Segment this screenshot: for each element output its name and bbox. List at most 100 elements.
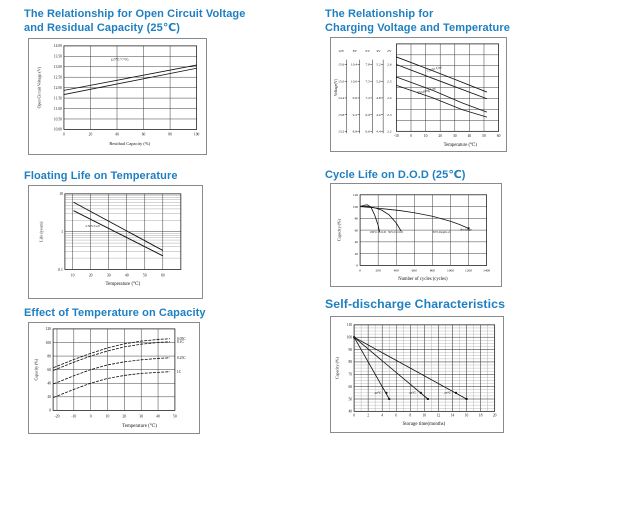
svg-text:12.50: 12.50 — [54, 75, 62, 79]
svg-text:30: 30 — [139, 414, 143, 418]
svg-text:40: 40 — [125, 273, 129, 277]
svg-text:40℃: 40℃ — [375, 391, 382, 395]
svg-text:6V: 6V — [366, 49, 371, 53]
svg-text:40: 40 — [349, 410, 353, 414]
svg-text:Temperature (℃): Temperature (℃) — [444, 142, 478, 148]
svg-text:2.2: 2.2 — [387, 130, 392, 134]
svg-text:10.4: 10.4 — [351, 63, 357, 67]
title-line: Self-discharge Characteristics — [325, 297, 506, 311]
svg-text:50: 50 — [173, 414, 177, 418]
svg-text:200: 200 — [376, 268, 382, 272]
charging-voltage-chart-svg: Cycle Use Floating Use -10 0 10 20 30 40 50 60 Tem… — [333, 43, 501, 148]
svg-text:100: 100 — [46, 341, 52, 345]
svg-text:9.2: 9.2 — [353, 113, 358, 117]
svg-text:5.0: 5.0 — [376, 79, 381, 83]
title-line: Floating Life on Temperature — [24, 170, 178, 182]
svg-text:70: 70 — [349, 373, 353, 377]
svg-text:15.6: 15.6 — [338, 63, 344, 67]
svg-text:2.3: 2.3 — [387, 113, 392, 117]
svg-text:6.6: 6.6 — [365, 130, 370, 134]
svg-text:Temperature (℃): Temperature (℃) — [106, 281, 141, 287]
title-line: Effect of Temperature on Capacity — [24, 307, 206, 319]
svg-text:20: 20 — [89, 132, 93, 136]
svg-text:12: 12 — [437, 413, 441, 417]
svg-text:30% Depth of: 30% Depth of — [433, 230, 451, 234]
title-charging-voltage: The Relationship for Charging Voltage an… — [325, 7, 510, 35]
svg-text:800: 800 — [430, 268, 436, 272]
svg-text:20: 20 — [438, 134, 442, 138]
svg-text:0: 0 — [49, 409, 51, 413]
chart-floating-life: 2.30V/Cell 10 20 30 40 50 60 0.1 1 10 Temperature … — [28, 185, 203, 299]
svg-text:120: 120 — [353, 193, 359, 197]
svg-text:50: 50 — [482, 134, 486, 138]
svg-text:100: 100 — [347, 335, 353, 339]
svg-text:20: 20 — [355, 252, 359, 256]
chart-charging-voltage: Cycle Use Floating Use -10 0 10 20 30 40 50 60 Tem… — [330, 37, 507, 152]
svg-text:12V: 12V — [338, 49, 345, 53]
svg-text:15.0: 15.0 — [338, 79, 344, 83]
svg-text:7.5: 7.5 — [365, 79, 370, 83]
chart-open-circuit-voltage: (25℃/77°F) 0 20 40 60 80 100 10.00 10.50 11.00 11.… — [28, 38, 207, 155]
svg-text:90: 90 — [349, 348, 353, 352]
svg-text:0: 0 — [359, 268, 361, 272]
svg-text:5.2: 5.2 — [376, 63, 381, 67]
svg-text:discharge: discharge — [460, 228, 473, 232]
title-line: Cycle Life on D.O.D (25℃) — [325, 169, 466, 181]
svg-text:80: 80 — [168, 132, 172, 136]
svg-text:80: 80 — [349, 360, 353, 364]
svg-text:Number of cycles (cycles): Number of cycles (cycles) — [398, 277, 448, 282]
chart-temperature-capacity: -20 -10 0 10 20 30 40 50 0 20 40 60 80 100 120 Temperat… — [28, 322, 200, 434]
svg-text:50: 50 — [143, 273, 147, 277]
svg-text:0: 0 — [63, 132, 65, 136]
title-line: The Relationship for — [325, 8, 434, 20]
svg-text:1000: 1000 — [447, 268, 454, 272]
svg-text:100: 100 — [194, 132, 200, 136]
svg-text:4V: 4V — [376, 49, 381, 53]
svg-text:13.50: 13.50 — [54, 55, 62, 59]
title-line: The Relationship for Open Circuit Voltag… — [24, 8, 246, 20]
svg-text:Floating Use: Floating Use — [417, 86, 437, 95]
svg-text:10: 10 — [424, 134, 428, 138]
svg-text:0: 0 — [353, 413, 355, 417]
svg-text:0: 0 — [356, 264, 358, 268]
title-line: Charging Voltage and Temperature — [325, 22, 510, 34]
svg-text:0: 0 — [410, 134, 412, 138]
svg-text:4.6: 4.6 — [376, 113, 381, 117]
floating-life-chart-svg: 2.30V/Cell 10 20 30 40 50 60 0.1 1 10 Temperature … — [38, 192, 182, 287]
svg-text:10.0: 10.0 — [351, 79, 357, 83]
title-temperature-capacity: Effect of Temperature on Capacity — [24, 306, 206, 320]
title-cycle-life: Cycle Life on D.O.D (25℃) — [325, 168, 466, 182]
svg-text:11.00: 11.00 — [54, 107, 62, 111]
svg-text:Residual Capacity (%): Residual Capacity (%) — [109, 141, 150, 146]
svg-text:14.00: 14.00 — [54, 44, 62, 48]
svg-text:Temperature (℃): Temperature (℃) — [122, 423, 157, 429]
svg-text:0.1: 0.1 — [58, 268, 63, 272]
svg-text:20: 20 — [122, 414, 126, 418]
chart-cycle-life: 100% D.O.D 50% D.O.D 30% Depth of discharge… — [330, 183, 502, 287]
svg-text:2V: 2V — [387, 49, 392, 53]
svg-text:80: 80 — [355, 217, 359, 221]
svg-text:Storage time(months): Storage time(months) — [403, 422, 446, 427]
svg-text:400: 400 — [394, 268, 400, 272]
svg-text:600: 600 — [412, 268, 418, 272]
open-circuit-voltage-chart-svg: (25℃/77°F) 0 20 40 60 80 100 10.00 10.50 11.00 11.… — [36, 44, 200, 146]
svg-text:Life (years): Life (years) — [38, 221, 43, 242]
svg-text:40: 40 — [355, 240, 359, 244]
svg-text:Capacity (%): Capacity (%) — [33, 358, 38, 380]
svg-text:13.2: 13.2 — [338, 130, 344, 134]
svg-text:50: 50 — [349, 397, 353, 401]
svg-text:100% D.O.D: 100% D.O.D — [370, 230, 387, 234]
svg-text:40: 40 — [468, 134, 472, 138]
svg-text:2.5: 2.5 — [387, 79, 392, 83]
svg-text:7.2: 7.2 — [365, 96, 370, 100]
svg-text:Cycle Use: Cycle Use — [426, 65, 442, 72]
svg-text:2.4: 2.4 — [387, 96, 392, 100]
svg-text:13.00: 13.00 — [54, 65, 62, 69]
self-discharge-chart-svg: 40℃ 30℃ 25℃ 0 2 4 6 8 10 12 14 16 18 20 40 50 60 70 80 90 10… — [334, 323, 496, 427]
svg-text:0: 0 — [90, 414, 92, 418]
svg-text:18: 18 — [479, 413, 483, 417]
svg-text:14: 14 — [451, 413, 455, 417]
svg-text:10: 10 — [59, 192, 63, 196]
svg-text:9.6: 9.6 — [353, 96, 358, 100]
svg-text:20: 20 — [89, 273, 93, 277]
